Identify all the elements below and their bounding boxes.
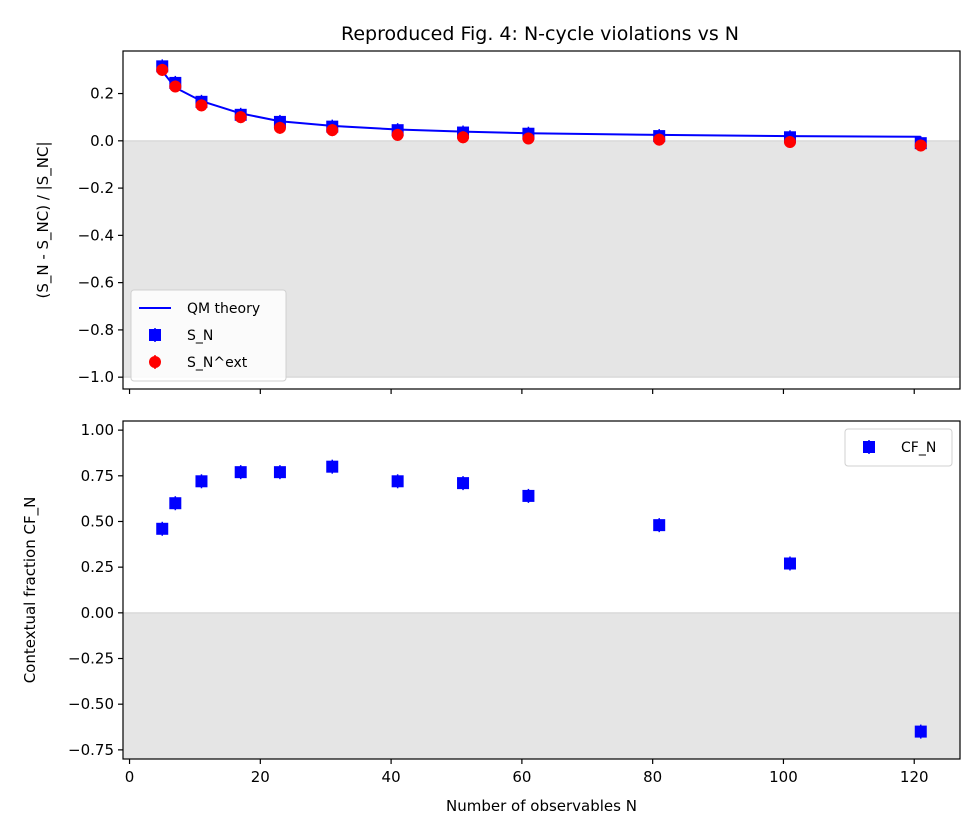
data-point-circle [234, 111, 247, 124]
x-tick-label: 40 [382, 768, 401, 786]
plot-area [123, 459, 960, 759]
legend-square-swatch [863, 441, 875, 453]
y-tick-label: 0.0 [90, 132, 114, 150]
legend-box [844, 428, 953, 467]
axes-frame [122, 420, 961, 760]
legend: QM theory S_N S_N^ext [130, 289, 287, 382]
top-panel: −1.0 −0.8 −0.6 −0.4 −0.2 0.0 0.2 (S_N - S_NC) /… [34, 50, 961, 394]
data-point-square [169, 497, 182, 510]
figure-title: Reproduced Fig. 4: N-cycle violations vs… [341, 23, 739, 45]
y-tick-label: 0.2 [90, 85, 114, 103]
y-tick-label: −0.8 [78, 321, 114, 339]
shaded-region [123, 612, 960, 759]
legend-label: QM theory [187, 301, 260, 317]
data-point-circle [522, 132, 535, 145]
legend-label: S_N [187, 328, 213, 344]
data-point-circle [273, 121, 286, 134]
y-tick-label: −0.2 [78, 179, 114, 197]
data-point-circle [783, 136, 796, 148]
data-point-circle [457, 131, 470, 144]
data-point-circle [156, 63, 169, 76]
y-tick-label: −0.6 [78, 274, 114, 292]
data-point-square [457, 477, 470, 490]
bottom-panel: −0.75 −0.50 −0.25 0.00 0.25 0.50 0.75 1.00 0 20 40… [21, 420, 961, 815]
data-point-square [195, 475, 208, 488]
data-point-circle [326, 124, 339, 137]
data-point-square [326, 460, 339, 473]
legend: CF_N [844, 428, 953, 467]
x-tick-label: 80 [643, 768, 662, 786]
x-tick-label: 60 [512, 768, 531, 786]
data-point-square [914, 725, 927, 738]
y-tick-label: 0.50 [81, 512, 114, 530]
series-s-n-ext [156, 63, 927, 152]
y-tick-label: −1.0 [78, 368, 114, 386]
y-tick-label: 1.00 [81, 421, 114, 439]
y-tick-label: −0.75 [68, 741, 114, 759]
data-point-circle [195, 99, 208, 112]
data-point-circle [914, 139, 927, 152]
data-point-square [783, 557, 796, 570]
legend-circle-swatch [149, 356, 161, 368]
legend-label: CF_N [901, 440, 936, 456]
x-tick-label: 20 [251, 768, 270, 786]
data-point-square [234, 466, 247, 479]
data-point-square [653, 519, 666, 532]
data-point-square [156, 522, 169, 535]
y-tick-label: 0.00 [81, 604, 114, 622]
x-axis-label: Number of observables N [446, 797, 637, 815]
legend-label: S_N^ext [187, 355, 248, 371]
y-tick-label: −0.4 [78, 226, 114, 244]
y-axis-label: Contextual fraction CF_N [21, 497, 40, 684]
y-tick-label: 0.75 [81, 467, 114, 485]
data-point-circle [391, 128, 404, 141]
x-tick-label: 120 [900, 768, 929, 786]
y-tick-label: −0.50 [68, 695, 114, 713]
data-point-square [391, 475, 404, 488]
series-cf-n [156, 459, 927, 739]
data-point-circle [653, 133, 666, 146]
data-point-circle [169, 80, 182, 93]
x-tick-label: 0 [125, 768, 135, 786]
y-axis-label: (S_N - S_NC) / |S_NC| [34, 141, 53, 298]
data-point-square [273, 466, 286, 479]
axes-frame [122, 50, 961, 390]
legend-square-swatch [149, 329, 161, 341]
y-tick-label: 0.25 [81, 558, 114, 576]
y-tick-label: −0.25 [68, 650, 114, 668]
data-point-square [522, 489, 535, 502]
x-tick-label: 100 [769, 768, 798, 786]
legend-box [130, 289, 287, 382]
